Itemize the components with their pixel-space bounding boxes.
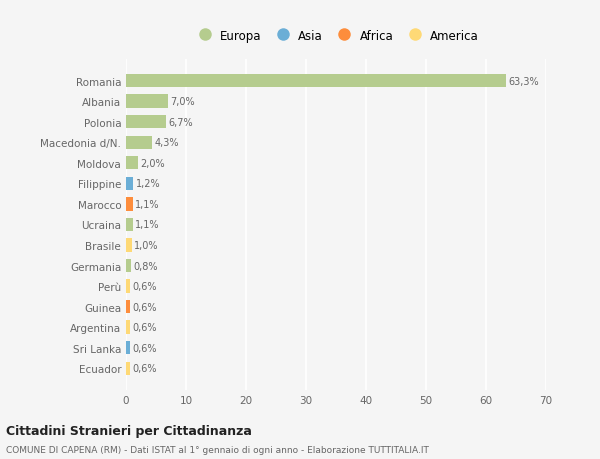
Bar — [126, 280, 130, 293]
Bar — [126, 239, 132, 252]
Bar — [126, 136, 152, 150]
Bar — [126, 362, 130, 375]
Bar — [126, 75, 506, 88]
Bar — [126, 341, 130, 355]
Text: 0,6%: 0,6% — [132, 281, 157, 291]
Text: 0,6%: 0,6% — [132, 302, 157, 312]
Text: 63,3%: 63,3% — [508, 76, 539, 86]
Bar — [126, 218, 133, 232]
Bar — [126, 300, 130, 313]
Text: 4,3%: 4,3% — [154, 138, 179, 148]
Text: 1,0%: 1,0% — [134, 241, 159, 251]
Text: 0,6%: 0,6% — [132, 323, 157, 332]
Bar — [126, 198, 133, 211]
Bar — [126, 157, 138, 170]
Text: COMUNE DI CAPENA (RM) - Dati ISTAT al 1° gennaio di ogni anno - Elaborazione TUT: COMUNE DI CAPENA (RM) - Dati ISTAT al 1°… — [6, 445, 429, 454]
Text: 0,8%: 0,8% — [133, 261, 158, 271]
Text: 1,1%: 1,1% — [135, 199, 160, 209]
Bar — [126, 321, 130, 334]
Bar — [126, 259, 131, 273]
Text: 7,0%: 7,0% — [170, 97, 195, 107]
Text: 0,6%: 0,6% — [132, 364, 157, 374]
Text: 1,1%: 1,1% — [135, 220, 160, 230]
Text: 2,0%: 2,0% — [140, 158, 165, 168]
Bar — [126, 116, 166, 129]
Text: Cittadini Stranieri per Cittadinanza: Cittadini Stranieri per Cittadinanza — [6, 424, 252, 437]
Bar — [126, 177, 133, 190]
Text: 0,6%: 0,6% — [132, 343, 157, 353]
Text: 1,2%: 1,2% — [136, 179, 160, 189]
Text: 6,7%: 6,7% — [169, 118, 193, 127]
Legend: Europa, Asia, Africa, America: Europa, Asia, Africa, America — [190, 26, 482, 46]
Bar — [126, 95, 168, 108]
